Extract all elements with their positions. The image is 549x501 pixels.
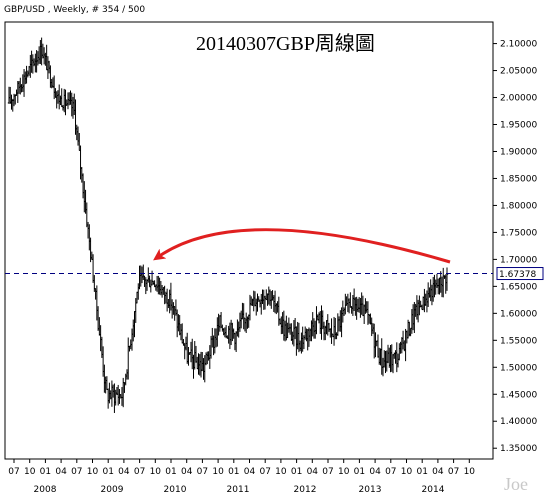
year-label: 2009 [101, 485, 124, 495]
y-tick-label: 2.10000 [500, 40, 537, 50]
x-tick-label: 07 [448, 467, 459, 477]
x-tick-label: 07 [322, 467, 333, 477]
x-axis: 07 10 01 04 07 10 01 04 07 10 01 04 07 10 01 04 07 10 01 04… [8, 459, 475, 495]
current-price-label-box [496, 267, 544, 281]
year-label: 2008 [34, 485, 57, 495]
y-tick-label: 1.75000 [500, 228, 537, 238]
x-tick-label: 10 [87, 467, 99, 477]
x-tick-label: 07 [197, 467, 208, 477]
x-tick-label: 04 [432, 467, 444, 477]
y-tick-label: 1.95000 [500, 121, 537, 131]
x-tick-label: 01 [165, 467, 176, 477]
chart-header: GBP/USD , Weekly, # 354 / 500 [4, 5, 145, 15]
year-label: 2011 [227, 485, 250, 495]
x-tick-label: 04 [55, 467, 67, 477]
x-tick-label: 04 [181, 467, 193, 477]
y-tick-label: 1.55000 [500, 336, 537, 346]
year-label: 2012 [294, 485, 317, 495]
y-tick-label: 1.50000 [500, 363, 537, 373]
y-tick-label: 1.40000 [500, 417, 537, 427]
y-tick-label: 2.05000 [500, 67, 537, 77]
x-tick-label: 04 [244, 467, 256, 477]
x-tick-label: 04 [369, 467, 381, 477]
x-tick-label: 10 [338, 467, 350, 477]
x-tick-label: 07 [385, 467, 396, 477]
x-tick-label: 10 [464, 467, 476, 477]
y-tick-label: 1.85000 [500, 174, 537, 184]
x-tick-label: 07 [8, 467, 19, 477]
x-tick-label: 01 [102, 467, 113, 477]
current-price-label: 1.67378 [499, 270, 536, 280]
y-tick-label: 1.65000 [500, 282, 537, 292]
x-tick-label: 07 [134, 467, 145, 477]
x-tick-label: 01 [354, 467, 365, 477]
x-tick-label: 04 [118, 467, 130, 477]
year-label: 2010 [164, 485, 187, 495]
x-tick-label: 10 [401, 467, 413, 477]
x-tick-label: 10 [24, 467, 36, 477]
y-tick-label: 1.35000 [500, 444, 537, 454]
y-tick-label: 1.90000 [500, 147, 537, 157]
x-tick-label: 07 [259, 467, 270, 477]
x-tick-label: 10 [150, 467, 162, 477]
x-tick-label: 07 [71, 467, 82, 477]
y-tick-label: 1.80000 [500, 201, 537, 211]
plot-area [4, 21, 494, 460]
x-tick-label: 01 [228, 467, 239, 477]
x-tick-label: 10 [275, 467, 287, 477]
red-arrow [153, 228, 451, 264]
x-tick-label: 01 [416, 467, 427, 477]
y-tick-label: 1.45000 [500, 390, 537, 400]
y-axis: 2.10000 2.05000 2.00000 1.95000 1.90000 1.850… [493, 40, 537, 454]
x-tick-label: 01 [291, 467, 302, 477]
x-tick-label: 10 [212, 467, 224, 477]
y-tick-label: 1.60000 [500, 309, 537, 319]
watermark: Joe [504, 474, 528, 494]
y-tick-label: 1.70000 [500, 255, 537, 265]
year-label: 2013 [359, 485, 382, 495]
x-tick-label: 01 [40, 467, 51, 477]
price-bars [7, 37, 449, 413]
year-label: 2014 [422, 485, 445, 495]
chart-title: 20140307GBP周線圖 [196, 32, 375, 55]
y-tick-label: 2.00000 [500, 94, 537, 104]
x-tick-label: 04 [307, 467, 319, 477]
